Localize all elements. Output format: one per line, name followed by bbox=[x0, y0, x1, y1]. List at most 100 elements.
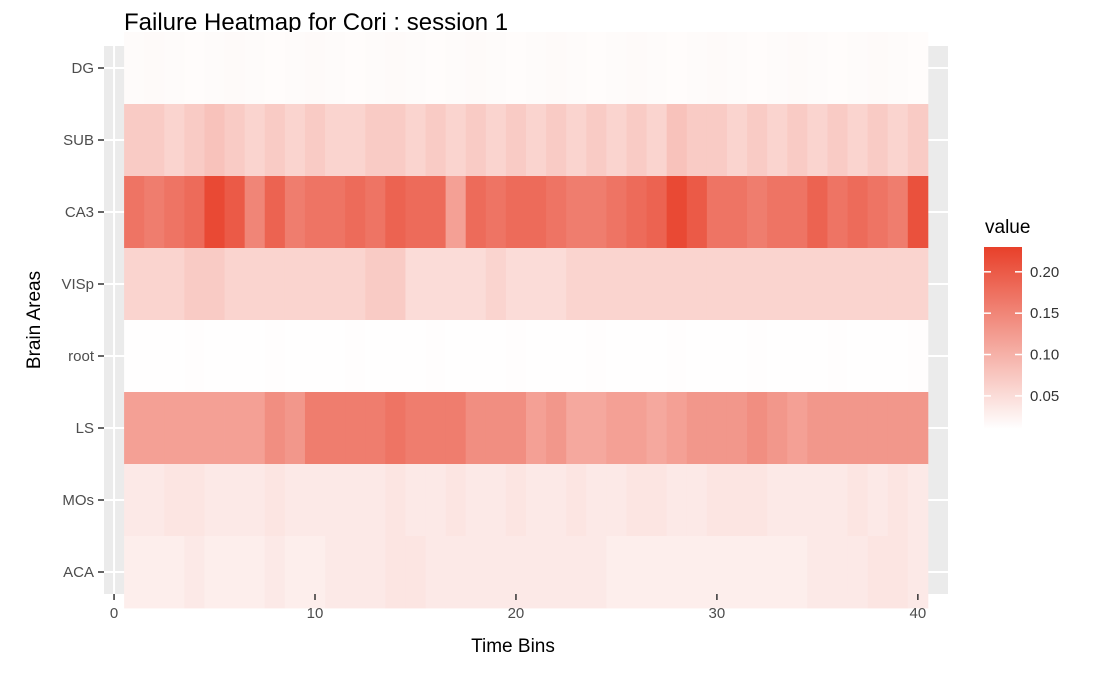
heatmap-tile-DG-11 bbox=[325, 32, 346, 105]
heatmap-tile-VISp-12 bbox=[345, 248, 366, 321]
heatmap-tile-MOs-28 bbox=[666, 464, 688, 537]
heatmap-tile-DG-15 bbox=[405, 32, 426, 105]
heatmap-tile-ACA-37 bbox=[847, 536, 869, 609]
heatmap-tile-ACA-13 bbox=[365, 536, 386, 609]
heatmap-tile-MOs-31 bbox=[726, 464, 748, 537]
legend-tick-label: 0.20 bbox=[1030, 264, 1059, 281]
heatmap-tile-LS-24 bbox=[586, 392, 607, 465]
heatmap-tile-LS-22 bbox=[546, 392, 567, 465]
heatmap-tile-root-8 bbox=[264, 320, 286, 393]
y-tick-label: MOs bbox=[62, 492, 94, 509]
heatmap-tile-ACA-25 bbox=[606, 536, 627, 609]
heatmap-tile-ACA-3 bbox=[164, 536, 185, 609]
heatmap-tile-ACA-10 bbox=[304, 536, 326, 609]
heatmap-tile-VISp-33 bbox=[767, 248, 788, 321]
heatmap-tile-root-33 bbox=[767, 320, 788, 393]
heatmap-tile-MOs-17 bbox=[445, 464, 467, 537]
heatmap-tile-CA3-31 bbox=[726, 176, 748, 249]
legend-tick-label: 0.05 bbox=[1030, 388, 1059, 405]
heatmap-tile-CA3-32 bbox=[747, 176, 768, 249]
heatmap-tile-DG-27 bbox=[646, 32, 668, 105]
heatmap-tile-LS-8 bbox=[264, 392, 286, 465]
axes: ACA MOs LS root VISp CA3 SUB DG 0 10 20 30 40 bbox=[61, 60, 926, 622]
heatmap-tile-MOs-15 bbox=[405, 464, 426, 537]
heatmap-tile-DG-7 bbox=[244, 32, 266, 105]
heatmap-tile-CA3-2 bbox=[144, 176, 165, 249]
heatmap-tile-LS-9 bbox=[284, 392, 306, 465]
heatmap-tile-VISp-16 bbox=[425, 248, 447, 321]
heatmap-tile-root-4 bbox=[184, 320, 205, 393]
heatmap-tile-ACA-16 bbox=[425, 536, 447, 609]
heatmap-tile-VISp-38 bbox=[867, 248, 889, 321]
heatmap-tile-CA3-39 bbox=[887, 176, 909, 249]
heatmap-tile-root-17 bbox=[445, 320, 467, 393]
heatmap-tile-SUB-27 bbox=[646, 104, 668, 177]
heatmap-tile-ACA-18 bbox=[465, 536, 487, 609]
heatmap-tile-root-14 bbox=[385, 320, 406, 393]
heatmap-tile-VISp-6 bbox=[224, 248, 246, 321]
heatmap-tile-root-15 bbox=[405, 320, 426, 393]
heatmap-tile-root-23 bbox=[566, 320, 587, 393]
heatmap-tile-ACA-29 bbox=[686, 536, 708, 609]
heatmap-tile-LS-40 bbox=[907, 392, 929, 465]
heatmap-tile-root-10 bbox=[304, 320, 326, 393]
heatmap-tile-root-35 bbox=[807, 320, 828, 393]
heatmap-tile-CA3-28 bbox=[666, 176, 688, 249]
heatmap-tile-VISp-14 bbox=[385, 248, 406, 321]
heatmap-tile-SUB-17 bbox=[445, 104, 467, 177]
heatmap-tile-DG-14 bbox=[385, 32, 406, 105]
heatmap-tile-SUB-35 bbox=[807, 104, 828, 177]
heatmap-tile-CA3-1 bbox=[124, 176, 145, 249]
heatmap-tile-MOs-19 bbox=[485, 464, 507, 537]
heatmap-tile-DG-32 bbox=[747, 32, 768, 105]
heatmap-tile-VISp-29 bbox=[686, 248, 708, 321]
heatmap-tile-VISp-20 bbox=[505, 248, 527, 321]
heatmap-tile-SUB-4 bbox=[184, 104, 205, 177]
heatmap-tile-VISp-39 bbox=[887, 248, 909, 321]
heatmap-tile-LS-20 bbox=[505, 392, 527, 465]
heatmap-tile-CA3-23 bbox=[566, 176, 587, 249]
heatmap-tile-ACA-36 bbox=[827, 536, 848, 609]
heatmap-tile-ACA-28 bbox=[666, 536, 688, 609]
heatmap-tile-root-27 bbox=[646, 320, 668, 393]
heatmap-tile-DG-36 bbox=[827, 32, 848, 105]
heatmap-tile-MOs-32 bbox=[747, 464, 768, 537]
heatmap-tile-DG-13 bbox=[365, 32, 386, 105]
heatmap-tile-LS-37 bbox=[847, 392, 869, 465]
heatmap-tile-SUB-6 bbox=[224, 104, 246, 177]
heatmap-tile-CA3-40 bbox=[907, 176, 929, 249]
heatmap-tile-LS-38 bbox=[867, 392, 889, 465]
heatmap-tile-DG-29 bbox=[686, 32, 708, 105]
heatmap-tile-root-36 bbox=[827, 320, 848, 393]
heatmap-tile-SUB-24 bbox=[586, 104, 607, 177]
heatmap-tile-MOs-4 bbox=[184, 464, 205, 537]
heatmap-tile-root-30 bbox=[706, 320, 728, 393]
heatmap-tile-VISp-17 bbox=[445, 248, 467, 321]
heatmap-tile-MOs-5 bbox=[204, 464, 225, 537]
heatmap-tile-DG-2 bbox=[144, 32, 165, 105]
heatmap-tile-MOs-30 bbox=[706, 464, 728, 537]
heatmap-tile-SUB-13 bbox=[365, 104, 386, 177]
legend-tick-label: 0.10 bbox=[1030, 347, 1059, 364]
heatmap-tile-SUB-11 bbox=[325, 104, 346, 177]
heatmap-tile-root-16 bbox=[425, 320, 447, 393]
heatmap-tile-DG-24 bbox=[586, 32, 607, 105]
heatmap-tile-ACA-20 bbox=[505, 536, 527, 609]
legend-color-bar bbox=[984, 247, 1022, 429]
heatmap-tile-SUB-2 bbox=[144, 104, 165, 177]
heatmap-tile-MOs-33 bbox=[767, 464, 788, 537]
heatmap-tile-VISp-34 bbox=[787, 248, 808, 321]
heatmap-tile-DG-33 bbox=[767, 32, 788, 105]
heatmap-tile-ACA-35 bbox=[807, 536, 828, 609]
heatmap-tile-LS-12 bbox=[345, 392, 366, 465]
heatmap-tile-CA3-15 bbox=[405, 176, 426, 249]
heatmap-tile-VISp-30 bbox=[706, 248, 728, 321]
legend-title: value bbox=[985, 217, 1030, 238]
heatmap-tile-root-7 bbox=[244, 320, 266, 393]
heatmap-tile-LS-16 bbox=[425, 392, 447, 465]
heatmap-tiles bbox=[124, 32, 929, 609]
heatmap-tile-LS-23 bbox=[566, 392, 587, 465]
heatmap-tile-ACA-2 bbox=[144, 536, 165, 609]
heatmap-tile-VISp-27 bbox=[646, 248, 668, 321]
